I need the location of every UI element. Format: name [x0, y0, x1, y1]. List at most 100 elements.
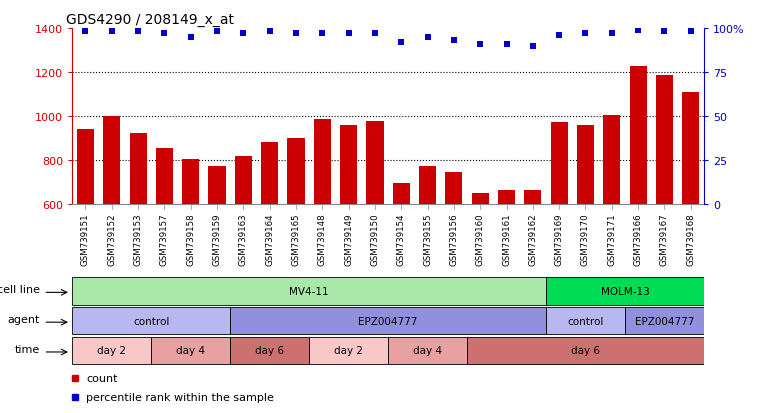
Point [369, 31, 381, 38]
Text: GSM739159: GSM739159 [212, 213, 221, 265]
Point [79, 29, 91, 36]
Text: day 4: day 4 [177, 346, 205, 356]
Point [317, 31, 329, 38]
Text: MOLM-13: MOLM-13 [600, 286, 649, 296]
Point [422, 34, 434, 41]
Bar [182, 159, 199, 335]
Text: GSM739156: GSM739156 [450, 213, 458, 265]
Bar [366, 122, 384, 335]
Text: GSM739167: GSM739167 [660, 213, 669, 265]
Bar [231, 307, 546, 335]
Text: MV4-11: MV4-11 [289, 286, 329, 296]
Bar [231, 337, 309, 364]
Bar [209, 167, 225, 335]
Bar [388, 337, 467, 364]
Text: agent: agent [8, 314, 40, 324]
Point [158, 31, 170, 38]
Text: control: control [567, 316, 603, 326]
Text: GSM739164: GSM739164 [265, 213, 274, 265]
Point [553, 33, 565, 39]
Text: GSM739154: GSM739154 [396, 213, 406, 265]
Bar [498, 191, 515, 335]
Bar [419, 167, 436, 335]
Text: day 2: day 2 [334, 346, 363, 356]
Text: GSM739161: GSM739161 [502, 213, 511, 265]
Point [447, 38, 460, 45]
Text: GSM739160: GSM739160 [476, 213, 485, 265]
Bar [72, 278, 546, 305]
Text: GDS4290 / 208149_x_at: GDS4290 / 208149_x_at [66, 12, 234, 26]
Text: day 4: day 4 [413, 346, 442, 356]
Point [579, 31, 591, 38]
Bar [524, 191, 541, 335]
Bar [288, 138, 304, 335]
Text: GSM739148: GSM739148 [318, 213, 326, 265]
Text: GSM739151: GSM739151 [81, 213, 90, 265]
Bar [393, 183, 410, 335]
Bar [72, 337, 151, 364]
Text: GSM739152: GSM739152 [107, 213, 116, 265]
Bar [314, 120, 331, 335]
Point [474, 41, 486, 48]
Bar [625, 307, 704, 335]
Point [185, 34, 197, 41]
Point [237, 31, 250, 38]
Text: GSM739171: GSM739171 [607, 213, 616, 265]
Text: day 6: day 6 [255, 346, 284, 356]
Bar [72, 307, 231, 335]
Bar [445, 172, 463, 335]
Bar [656, 76, 673, 335]
Text: percentile rank within the sample: percentile rank within the sample [86, 392, 274, 402]
Text: GSM739155: GSM739155 [423, 213, 432, 265]
Point [606, 31, 618, 38]
Text: GSM739168: GSM739168 [686, 213, 696, 265]
Bar [577, 125, 594, 335]
Bar [546, 307, 625, 335]
Text: GSM739162: GSM739162 [528, 213, 537, 265]
Bar [261, 143, 279, 335]
Bar [103, 116, 120, 335]
Point [211, 29, 223, 36]
Bar [467, 337, 704, 364]
Point [132, 29, 144, 36]
Text: time: time [14, 344, 40, 354]
Bar [129, 134, 147, 335]
Text: day 6: day 6 [571, 346, 600, 356]
Point [527, 43, 539, 50]
Point [632, 27, 645, 34]
Bar [551, 123, 568, 335]
Text: GSM739153: GSM739153 [134, 213, 142, 265]
Text: GSM739170: GSM739170 [581, 213, 590, 265]
Text: GSM739163: GSM739163 [239, 213, 248, 265]
Point [106, 29, 118, 36]
Point [658, 29, 670, 36]
Bar [156, 148, 173, 335]
Text: count: count [86, 373, 118, 382]
Bar [309, 337, 388, 364]
Text: GSM739150: GSM739150 [371, 213, 380, 265]
Point [290, 31, 302, 38]
Bar [629, 67, 647, 335]
Bar [472, 193, 489, 335]
Text: GSM739166: GSM739166 [634, 213, 642, 265]
Text: EPZ004777: EPZ004777 [358, 316, 418, 326]
Text: EPZ004777: EPZ004777 [635, 316, 694, 326]
Text: day 2: day 2 [97, 346, 126, 356]
Bar [151, 337, 231, 364]
Bar [340, 125, 357, 335]
Bar [682, 93, 699, 335]
Point [342, 31, 355, 38]
Bar [546, 278, 704, 305]
Point [263, 29, 275, 36]
Text: GSM739165: GSM739165 [291, 213, 301, 265]
Point [501, 41, 513, 48]
Text: GSM739169: GSM739169 [555, 213, 564, 265]
Text: GSM739157: GSM739157 [160, 213, 169, 265]
Text: cell line: cell line [0, 285, 40, 294]
Bar [77, 130, 94, 335]
Bar [603, 115, 620, 335]
Text: control: control [133, 316, 170, 326]
Point [395, 40, 407, 46]
Point [685, 29, 697, 36]
Text: GSM739158: GSM739158 [186, 213, 196, 265]
